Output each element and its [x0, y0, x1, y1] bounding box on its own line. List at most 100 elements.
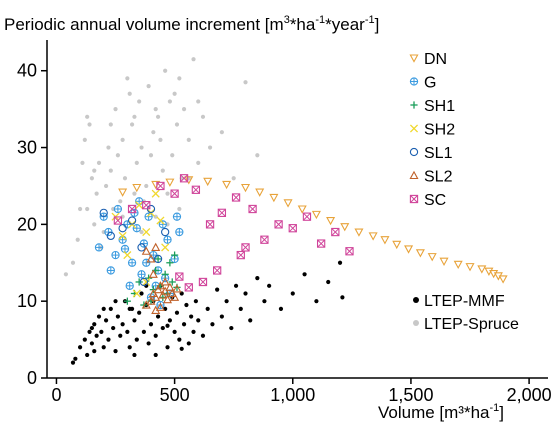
data-points — [63, 57, 508, 365]
point-g — [135, 197, 144, 206]
x-axis-title-main: Volume [m³*ha — [378, 403, 490, 422]
point-dn — [165, 178, 175, 187]
point-ltep-mmf — [262, 299, 267, 304]
point-dn — [311, 210, 321, 220]
point-ltep-mmf — [111, 325, 116, 331]
point-ltep-mmf — [184, 302, 189, 308]
point-sh2 — [142, 227, 151, 237]
legend-label-sh2: SH2 — [424, 122, 455, 139]
point-sc — [205, 220, 215, 229]
point-ltep-spruce — [108, 122, 113, 127]
point-ltep-spruce — [167, 99, 172, 104]
point-ltep-spruce — [191, 57, 196, 62]
legend-label-ltep-spruce: LTEP-Spruce — [424, 316, 519, 333]
point-ltep-spruce — [87, 122, 92, 127]
point-ltep-mmf — [96, 314, 102, 319]
point-ltep-mmf — [113, 349, 118, 354]
point-sh1 — [161, 270, 169, 278]
x-axis-title-end: ] — [499, 403, 504, 422]
point-dn — [453, 260, 463, 270]
point-dn — [184, 176, 194, 185]
legend-marker-ltep-mmf — [413, 297, 419, 303]
point-ltep-mmf — [134, 337, 139, 342]
point-ltep-mmf — [179, 291, 184, 296]
x-tick-label: 500 — [160, 385, 190, 405]
point-sl2 — [170, 292, 180, 301]
point-ltep-mmf — [340, 295, 345, 300]
legend-item-ltep-mmf: LTEP-MMF — [413, 293, 505, 310]
point-dn — [118, 188, 128, 197]
point-dn — [415, 249, 425, 258]
point-dn — [132, 183, 142, 193]
point-ltep-spruce — [94, 191, 99, 196]
point-ltep-mmf — [167, 318, 172, 323]
point-sl1 — [118, 224, 127, 233]
legend-item-dn: DN — [409, 51, 447, 68]
point-ltep-spruce — [122, 176, 128, 181]
point-ltep-spruce — [85, 206, 90, 212]
point-ltep-spruce — [132, 191, 137, 196]
point-dn — [340, 223, 350, 232]
point-ltep-mmf — [255, 276, 260, 281]
point-sh1 — [168, 278, 176, 286]
point-ltep-mmf — [165, 323, 170, 328]
point-dn — [477, 265, 487, 274]
point-g — [120, 244, 130, 254]
point-ltep-spruce — [144, 183, 149, 189]
legend-item-sh1: SH1 — [410, 98, 455, 115]
point-ltep-mmf — [165, 345, 170, 350]
legend-item-sc: SC — [409, 192, 446, 209]
point-sc — [113, 216, 123, 225]
point-dn — [240, 183, 251, 193]
point-ltep-spruce — [96, 160, 102, 166]
y-axis-title-sup2: -1 — [315, 14, 325, 26]
point-sc — [241, 243, 250, 252]
point-sh1 — [159, 293, 167, 301]
point-ltep-mmf — [106, 337, 111, 342]
y-axis-title-mid2: *year — [325, 15, 365, 34]
point-sc — [302, 212, 312, 221]
point-ltep-mmf — [127, 345, 132, 350]
point-ltep-mmf — [82, 337, 87, 342]
legend-label-sl2: SL2 — [424, 169, 453, 186]
point-ltep-spruce — [125, 76, 130, 81]
y-tick-label: 30 — [17, 138, 37, 158]
point-ltep-mmf — [99, 329, 104, 335]
point-ltep-spruce — [134, 160, 139, 166]
point-sc — [236, 250, 245, 260]
point-ltep-mmf — [108, 306, 113, 311]
point-sl1 — [153, 254, 163, 264]
point-ltep-mmf — [77, 345, 83, 350]
point-sc — [316, 239, 326, 248]
point-ltep-spruce — [219, 130, 224, 135]
legend: DN G SH1 SH2 SL1 SL2 SC LTEP-MMF LTEP-Spruce — [409, 51, 519, 333]
point-ltep-spruce — [196, 99, 201, 104]
point-ltep-mmf — [94, 333, 99, 338]
point-sh2 — [156, 216, 165, 225]
point-ltep-mmf — [219, 314, 224, 319]
point-ltep-mmf — [132, 318, 137, 323]
point-ltep-mmf — [337, 260, 343, 265]
legend-label-sc: SC — [424, 192, 446, 209]
point-sc — [231, 193, 241, 202]
point-sh1 — [171, 251, 179, 259]
point-sl1 — [139, 277, 149, 287]
point-sl2 — [172, 284, 182, 293]
series-dn — [118, 176, 508, 284]
point-sh1 — [135, 278, 143, 286]
point-dn — [269, 193, 279, 203]
point-g — [94, 243, 104, 252]
y-tick-label: 20 — [17, 214, 37, 234]
point-g — [111, 250, 120, 260]
point-ltep-spruce — [148, 153, 154, 158]
point-ltep-spruce — [163, 68, 168, 73]
point-ltep-mmf — [146, 341, 151, 346]
point-ltep-spruce — [70, 260, 76, 265]
point-ltep-spruce — [115, 153, 120, 158]
point-ltep-spruce — [160, 168, 165, 173]
point-sl2 — [160, 277, 170, 286]
point-ltep-mmf — [314, 299, 319, 304]
legend-marker-sh2 — [409, 124, 419, 133]
point-sl2 — [151, 242, 161, 251]
